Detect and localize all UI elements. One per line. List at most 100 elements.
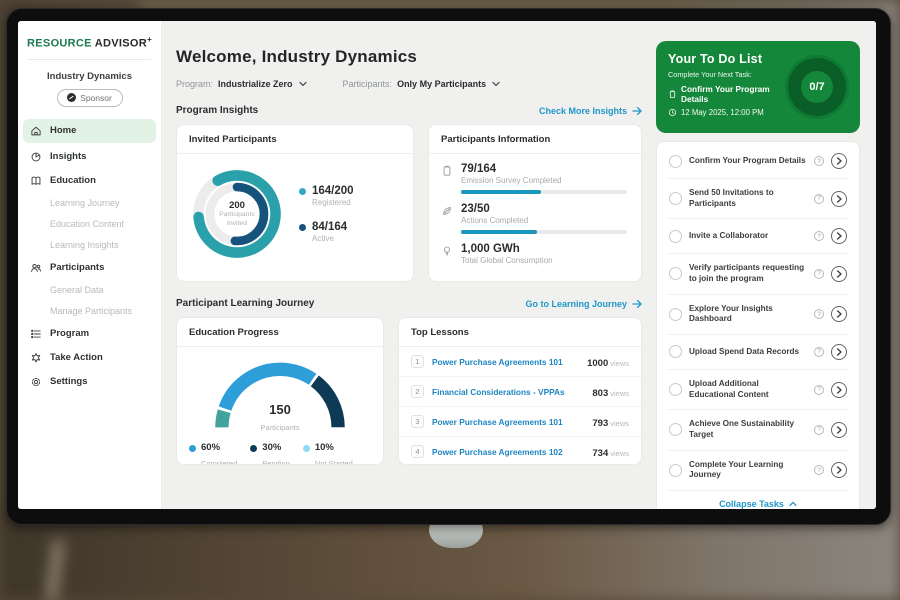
task-checkbox[interactable] [669, 192, 682, 206]
task-checkbox[interactable] [669, 267, 682, 281]
stat-global-consumption: 1,000 GWh Total Global Consumption [441, 243, 629, 265]
education-progress-card: Education Progress 150 Participants [176, 317, 384, 465]
sidebar-item-label: Learning Insights [50, 240, 119, 251]
list-icon [31, 329, 41, 338]
lesson-row[interactable]: 2 Financial Considerations - VPPAs 803 vi… [399, 377, 641, 407]
lesson-link[interactable]: Power Purchase Agreements 102 [432, 446, 563, 457]
task-checkbox[interactable] [669, 463, 682, 477]
sidebar-item-home[interactable]: Home [23, 118, 156, 143]
info-icon[interactable] [814, 193, 824, 204]
program-filter[interactable]: Program: Industrialize Zero [176, 79, 307, 89]
sponsor-badge[interactable]: Sponsor [56, 88, 123, 107]
home-icon [31, 126, 41, 135]
sidebar-item-label: Learning Journey [50, 198, 120, 209]
sidebar-item-program[interactable]: Program [18, 322, 161, 346]
legend-active: 84/164 Active [299, 221, 354, 243]
task-open-button[interactable] [831, 265, 847, 282]
lesson-row[interactable]: 4 Power Purchase Agreements 102 734 views [399, 437, 641, 464]
chevron-down-icon [492, 81, 500, 87]
task-checkbox[interactable] [669, 229, 682, 243]
task-checkbox[interactable] [669, 154, 682, 168]
task-open-button[interactable] [831, 343, 847, 360]
starburst-icon [31, 352, 41, 363]
task-open-button[interactable] [831, 153, 847, 169]
task-open-button[interactable] [831, 228, 847, 245]
collapse-tasks-link[interactable]: Collapse Tasks [667, 491, 849, 509]
leaf-icon [443, 207, 451, 215]
section-title-program-insights: Program Insights [176, 105, 259, 116]
sponsor-label: Sponsor [80, 92, 112, 103]
info-icon[interactable] [814, 309, 824, 320]
sidebar-item-label: Settings [50, 376, 88, 388]
invited-participants-card: Invited Participants 200 Partic [176, 124, 414, 282]
lesson-row[interactable]: 1 Power Purchase Agreements 101 1000 view… [399, 347, 641, 377]
todo-due-date: 12 May 2025, 12:00 PM [668, 108, 788, 117]
gauge-center-value: 150 [269, 402, 291, 417]
lesson-link[interactable]: Power Purchase Agreements 101 [432, 416, 563, 427]
legend-registered: 164/200 Registered [299, 185, 354, 207]
card-title: Top Lessons [399, 318, 641, 347]
sidebar-item-education-content[interactable]: Education Content [18, 214, 161, 235]
sidebar-item-general-data[interactable]: General Data [18, 280, 161, 301]
stat-actions-completed: 23/50 Actions Completed [441, 203, 629, 234]
task-row: Verify participants requesting to join t… [667, 254, 849, 295]
todo-next-task: Confirm Your Program Details [668, 84, 788, 104]
page-title: Welcome, Industry Dynamics [176, 47, 418, 66]
sidebar-item-settings[interactable]: Settings [18, 370, 161, 394]
lesson-row[interactable]: 3 Power Purchase Agreements 101 793 views [399, 407, 641, 437]
active-arc [205, 182, 269, 246]
sidebar-item-participants[interactable]: Participants [18, 256, 161, 280]
card-title: Participants Information [429, 125, 641, 154]
task-list-card: Confirm Your Program Details Send 50 Inv… [656, 141, 860, 509]
sidebar-item-label: Home [50, 125, 77, 137]
sidebar-item-learning-insights[interactable]: Learning Insights [18, 235, 161, 256]
task-open-button[interactable] [831, 190, 847, 207]
task-checkbox[interactable] [669, 345, 682, 359]
lesson-link[interactable]: Financial Considerations - VPPAs [432, 386, 565, 397]
info-icon[interactable] [814, 156, 824, 166]
arrow-right-icon [632, 106, 642, 115]
section-title-learning-journey: Participant Learning Journey [176, 298, 315, 309]
pending-arc [215, 362, 345, 428]
gear-icon [31, 377, 41, 386]
info-icon[interactable] [814, 346, 824, 357]
lightbulb-icon [443, 246, 451, 256]
task-open-button[interactable] [831, 421, 847, 438]
info-icon[interactable] [814, 231, 824, 242]
info-icon[interactable] [814, 465, 824, 476]
participants-filter-label: Participants: [342, 79, 393, 89]
sidebar-item-manage-participants[interactable]: Manage Participants [18, 301, 161, 322]
task-row: Upload Spend Data Records [667, 335, 849, 370]
go-to-learning-journey-link[interactable]: Go to Learning Journey [525, 299, 642, 309]
people-icon [31, 263, 41, 272]
task-open-button[interactable] [831, 462, 847, 479]
info-icon[interactable] [814, 268, 824, 279]
lesson-rank: 4 [411, 445, 424, 458]
task-checkbox[interactable] [669, 307, 682, 321]
legend-not-started: 10% Not Started [302, 442, 353, 464]
card-title: Invited Participants [177, 125, 413, 154]
todo-subtitle: Complete Your Next Task: [668, 70, 752, 79]
sidebar-item-education[interactable]: Education [18, 169, 161, 193]
task-checkbox[interactable] [669, 423, 682, 437]
lesson-rank: 1 [411, 355, 424, 368]
sidebar: RESOURCE ADVISOR+ Industry Dynamics Spon… [18, 21, 162, 509]
sidebar-item-insights[interactable]: Insights [18, 145, 161, 169]
task-open-button[interactable] [831, 306, 847, 323]
todo-title: Your To Do List [668, 52, 763, 66]
program-filter-value: Industrialize Zero [218, 79, 293, 89]
task-checkbox[interactable] [669, 383, 682, 397]
sidebar-menu: Home Insights Education Learning Journey… [18, 118, 161, 394]
info-icon[interactable] [814, 384, 824, 395]
info-icon[interactable] [814, 424, 824, 435]
lesson-link[interactable]: Power Purchase Agreements 101 [432, 356, 563, 367]
check-more-insights-link[interactable]: Check More Insights [539, 106, 642, 116]
sidebar-item-learning-journey[interactable]: Learning Journey [18, 193, 161, 214]
sidebar-item-label: Manage Participants [50, 306, 133, 317]
task-open-button[interactable] [831, 381, 847, 398]
participants-filter[interactable]: Participants: Only My Participants [343, 79, 501, 89]
sidebar-item-take-action[interactable]: Take Action [18, 346, 161, 370]
donut-center-label: Participants Invited [219, 210, 255, 227]
link-label: Check More Insights [538, 105, 627, 116]
lesson-rank: 2 [411, 385, 424, 398]
